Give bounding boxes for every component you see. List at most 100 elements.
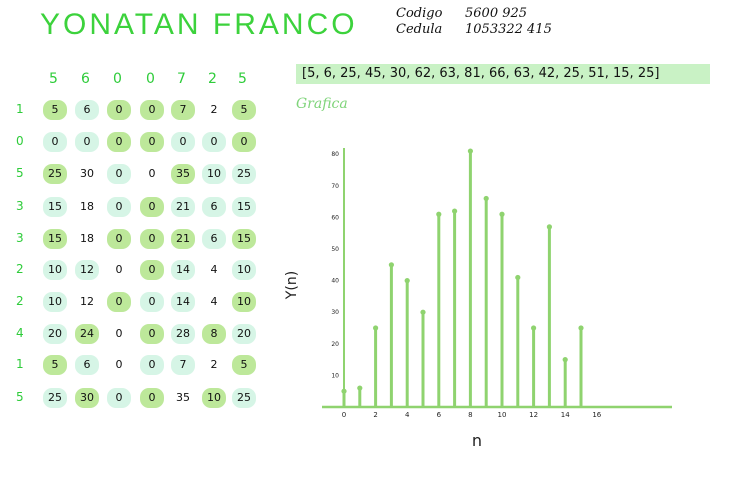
matrix-cell: 0 (140, 197, 164, 217)
matrix-cell: 5 (43, 100, 67, 120)
matrix-column-header: 7 (177, 71, 186, 87)
student-name: YONATAN FRANCO (40, 8, 358, 41)
matrix-cell: 21 (171, 197, 195, 217)
matrix-cell: 0 (115, 327, 123, 340)
matrix-row-label: 5 (16, 390, 24, 404)
matrix-cell: 12 (75, 260, 99, 280)
y-tick-label: 20 (331, 341, 339, 348)
matrix-cell: 0 (107, 100, 131, 120)
matrix-cell: 30 (75, 388, 99, 408)
matrix-cell: 7 (171, 100, 195, 120)
y-tick-label: 60 (331, 214, 339, 221)
matrix-cell: 0 (140, 388, 164, 408)
matrix-column-header: 0 (146, 71, 155, 87)
matrix-cell: 28 (171, 324, 195, 344)
grafica-label: Grafica (296, 96, 348, 112)
matrix-cell: 6 (75, 355, 99, 375)
matrix-cell: 20 (43, 324, 67, 344)
sequence-box: [5, 6, 25, 45, 30, 62, 63, 81, 66, 63, 4… (296, 64, 710, 84)
matrix-cell: 0 (107, 164, 131, 184)
matrix-column-header: 6 (81, 71, 90, 87)
x-axis-title: n (472, 431, 482, 450)
matrix-cell: 2 (210, 358, 218, 371)
codigo-label: Codigo (396, 6, 443, 21)
y-axis-title: Y(n) (284, 271, 300, 300)
matrix-cell: 4 (210, 263, 218, 276)
matrix-column-header: 5 (238, 71, 247, 87)
matrix-cell: 15 (43, 229, 67, 249)
matrix-cell: 6 (202, 229, 226, 249)
matrix-cell: 18 (80, 200, 94, 213)
matrix-cell: 6 (75, 100, 99, 120)
matrix-cell: 25 (232, 164, 256, 184)
matrix-cell: 0 (171, 132, 195, 152)
matrix-cell: 14 (171, 260, 195, 280)
matrix-cell: 0 (107, 229, 131, 249)
stem-marker (499, 211, 505, 217)
matrix-row-label: 4 (16, 326, 24, 340)
matrix-cell: 0 (148, 167, 156, 180)
y-tick-label: 80 (331, 151, 339, 158)
stem-marker (515, 274, 521, 281)
matrix-cell: 6 (202, 197, 226, 217)
matrix-cell: 0 (140, 132, 164, 152)
matrix-cell: 0 (107, 197, 131, 217)
matrix-cell: 15 (232, 229, 256, 249)
y-tick-label: 50 (331, 246, 339, 253)
cedula-label: Cedula (396, 22, 443, 37)
matrix-cell: 0 (140, 100, 164, 120)
x-tick-label: 10 (498, 411, 507, 419)
stem-marker (562, 357, 568, 363)
matrix-cell: 0 (115, 263, 123, 276)
y-tick-label: 30 (331, 309, 339, 316)
stem-marker (420, 309, 426, 315)
matrix-cell: 10 (202, 388, 226, 408)
matrix-row-label: 1 (16, 102, 24, 116)
matrix-cell: 25 (43, 164, 67, 184)
x-tick-label: 2 (373, 411, 377, 419)
stem-marker (483, 195, 489, 202)
matrix-cell: 35 (171, 164, 195, 184)
matrix-cell: 21 (171, 229, 195, 249)
matrix-cell: 4 (210, 295, 218, 308)
y-tick-label: 70 (331, 183, 339, 190)
matrix-cell: 10 (43, 260, 67, 280)
stem-marker (546, 224, 553, 230)
stem-marker (341, 388, 347, 394)
matrix-cell: 20 (232, 324, 256, 344)
matrix-cell: 5 (43, 355, 67, 375)
matrix-cell: 24 (75, 324, 99, 344)
matrix-row-label: 2 (16, 294, 24, 308)
matrix-cell: 18 (80, 232, 94, 245)
x-tick-label: 12 (529, 411, 538, 419)
matrix-cell: 0 (140, 229, 164, 249)
matrix-cell: 0 (140, 324, 164, 344)
matrix-cell: 10 (232, 292, 256, 312)
matrix-row-label: 1 (16, 357, 24, 371)
matrix-column-header: 0 (113, 71, 122, 87)
matrix-cell: 10 (232, 260, 256, 280)
codigo-value: 5600 925 (465, 6, 528, 21)
matrix-cell: 0 (43, 132, 67, 152)
matrix-cell: 10 (43, 292, 67, 312)
x-tick-label: 6 (437, 411, 442, 419)
matrix-cell: 25 (232, 388, 256, 408)
stem-marker (404, 278, 410, 284)
stem-marker (452, 208, 458, 214)
x-tick-label: 0 (342, 411, 346, 419)
matrix-cell: 12 (80, 295, 94, 308)
stem-marker (578, 325, 584, 331)
matrix-cell: 0 (107, 292, 131, 312)
matrix-column-header: 2 (208, 71, 217, 87)
matrix-row-label: 5 (16, 166, 24, 180)
matrix-column-header: 5 (49, 71, 58, 87)
matrix-cell: 14 (171, 292, 195, 312)
stem-marker (531, 325, 537, 331)
stem-marker (388, 262, 394, 268)
matrix-cell: 0 (140, 292, 164, 312)
x-tick-label: 14 (561, 411, 570, 419)
cedula-value: 1053322 415 (465, 22, 552, 37)
matrix-cell: 0 (232, 132, 256, 152)
x-tick-label: 4 (405, 411, 410, 419)
